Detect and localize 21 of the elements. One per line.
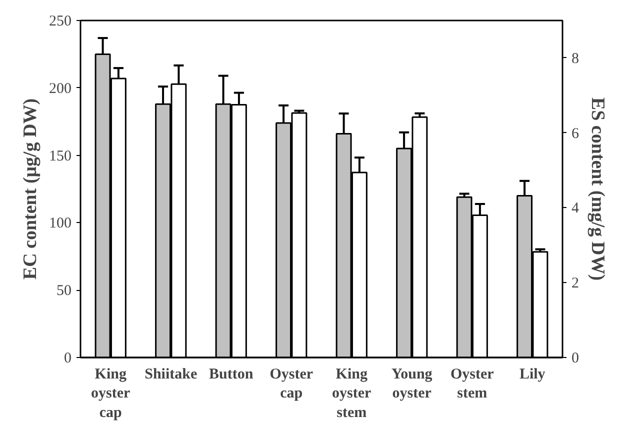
y-tick-label: 200 <box>49 80 72 97</box>
x-tick-label: Lily <box>519 366 546 382</box>
x-tick-label: Young oyster <box>391 366 433 402</box>
y-tick-label: 0 <box>64 350 72 366</box>
x-tick-label: King oyster cap <box>91 366 131 421</box>
y2-tick-label: 0 <box>572 350 579 366</box>
x-tick-label: Shiitake <box>144 366 198 382</box>
y-axis-title: EC content (μg/g DW) <box>20 98 41 280</box>
y2-tick-label: 2 <box>572 276 579 292</box>
y2-tick-label: 6 <box>572 126 580 142</box>
y-tick-label: 100 <box>49 216 72 232</box>
x-tick-label: Oyster cap <box>270 366 314 402</box>
x-tick-label: Oyster stem <box>450 366 494 402</box>
y2-tick-label: 8 <box>572 50 579 67</box>
x-tick-label: Button <box>209 366 254 382</box>
y2-tick-label: 4 <box>572 200 580 217</box>
y-tick-label: 250 <box>49 14 72 30</box>
x-tick-label: King oyster stem <box>332 366 372 421</box>
y2-axis-title: ES content (mg/g DW) <box>587 97 608 281</box>
y-tick-label: 150 <box>49 148 72 164</box>
y-tick-label: 50 <box>56 283 72 300</box>
